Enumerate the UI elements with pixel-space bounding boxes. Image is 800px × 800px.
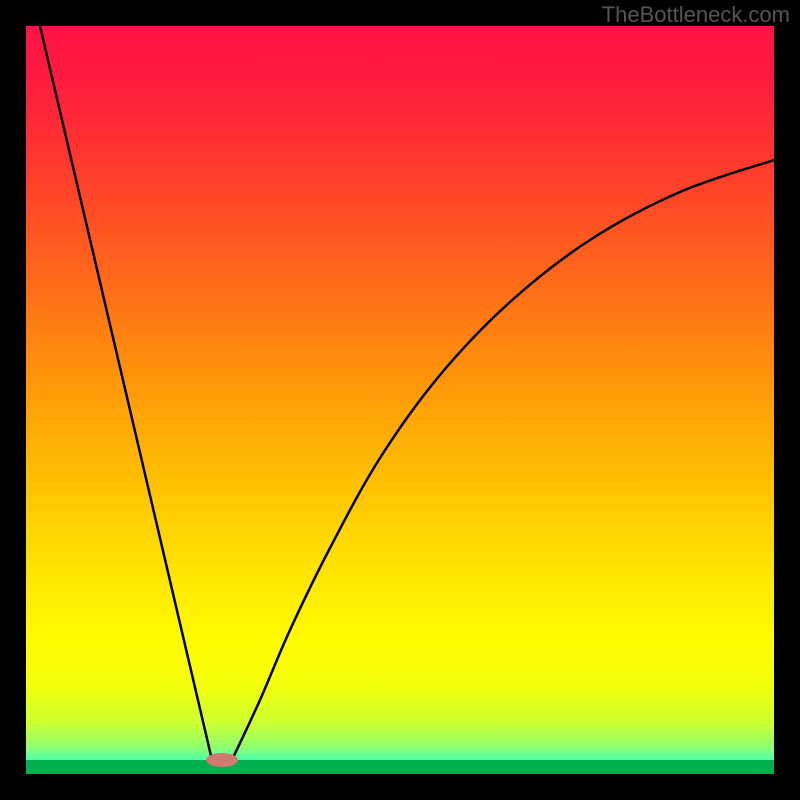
attribution-text: TheBottleneck.com [602, 2, 790, 27]
trough-marker [206, 753, 238, 767]
chart-root: TheBottleneck.com [0, 0, 800, 800]
bottom-green-band [26, 760, 774, 774]
gradient-background [26, 26, 774, 774]
bottleneck-curve-chart: TheBottleneck.com [0, 0, 800, 800]
